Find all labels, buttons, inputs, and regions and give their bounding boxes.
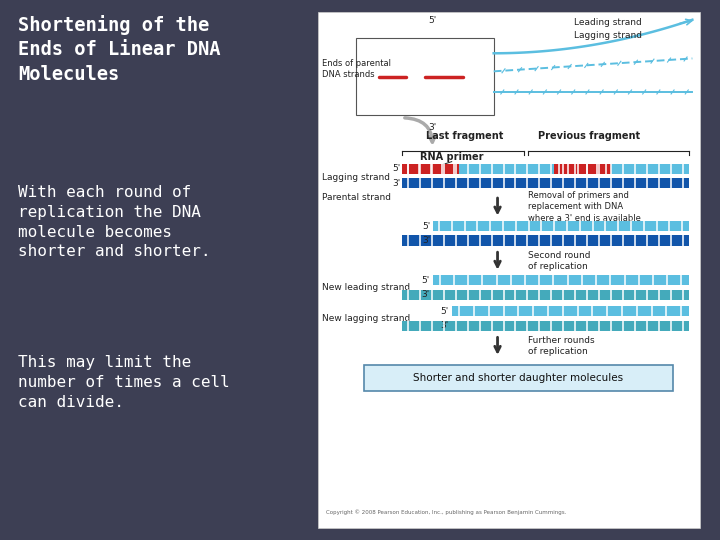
Bar [433,275,688,286]
Text: 5': 5' [421,276,430,285]
Text: This may limit the
number of times a cell
can divide.: This may limit the number of times a cel… [18,355,230,410]
Text: 3': 3' [423,236,431,245]
Text: Copyright © 2008 Pearson Education, Inc., publishing as Pearson Benjamin Cumming: Copyright © 2008 Pearson Education, Inc.… [325,509,566,515]
Bar [364,366,673,392]
Text: Lagging strand: Lagging strand [574,31,642,40]
Text: 3': 3' [421,291,430,299]
Text: 5': 5' [441,307,449,316]
Text: Shortening of the
Ends of Linear DNA
Molecules: Shortening of the Ends of Linear DNA Mol… [18,15,220,84]
Bar [402,178,688,188]
Text: Leading strand: Leading strand [574,18,642,27]
Bar [433,221,688,231]
Text: 3': 3' [428,123,437,132]
Text: Lagging strand: Lagging strand [322,173,390,181]
Text: 5': 5' [423,221,431,231]
Text: Further rounds
of replication: Further rounds of replication [528,336,595,356]
Text: RNA primer: RNA primer [420,152,483,161]
Bar [402,235,688,246]
Text: Ends of parental
DNA strands: Ends of parental DNA strands [322,59,391,79]
Bar [402,321,688,331]
Bar [318,12,700,528]
Text: 3': 3' [392,179,400,188]
Text: Removal of primers and
replacement with DNA
where a 3' end is available: Removal of primers and replacement with … [528,191,641,222]
Text: 5': 5' [392,164,400,173]
Text: Second round
of replication: Second round of replication [528,251,590,271]
Text: Parental strand: Parental strand [322,193,391,202]
Text: With each round of
replication the DNA
molecule becomes
shorter and shorter.: With each round of replication the DNA m… [18,185,210,259]
Bar [402,164,688,174]
Bar [402,289,688,300]
Text: 3': 3' [441,321,449,330]
Text: Shorter and shorter daughter molecules: Shorter and shorter daughter molecules [413,373,624,383]
Text: Last fragment: Last fragment [426,131,504,141]
Text: 5': 5' [428,16,437,25]
Bar [356,38,494,115]
Text: New leading strand: New leading strand [322,283,410,292]
Bar [451,306,688,316]
Text: New lagging strand: New lagging strand [322,314,410,323]
Text: Previous fragment: Previous fragment [538,131,640,141]
Bar [402,164,459,174]
Bar [554,164,611,174]
